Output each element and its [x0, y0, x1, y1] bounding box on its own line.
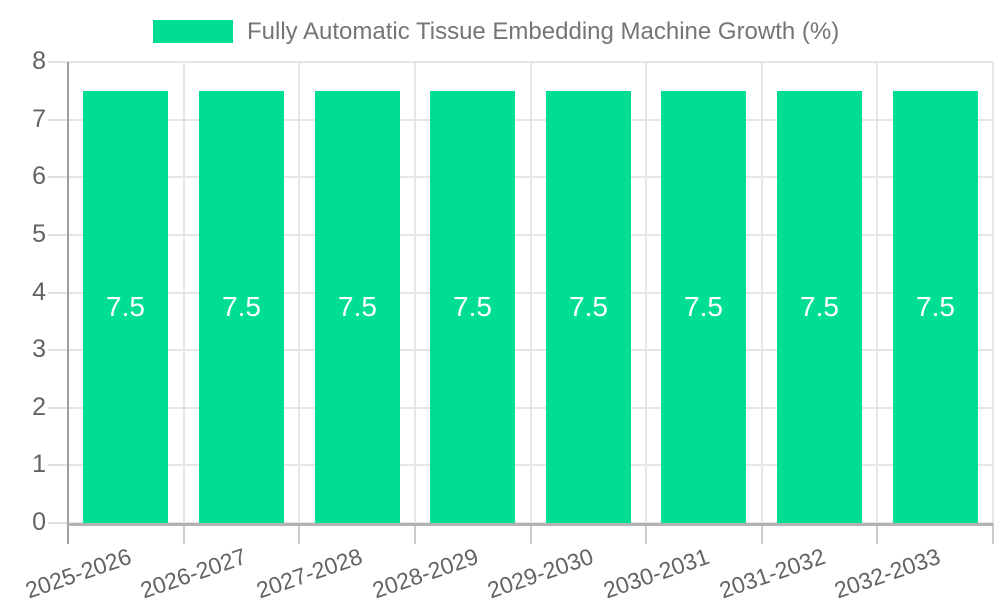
bar-value-label: 7.5: [916, 291, 955, 322]
x-axis-tick-label: 2031-2032: [715, 543, 829, 600]
y-axis-tick: [48, 407, 68, 409]
x-axis-tick: [414, 523, 416, 544]
x-axis-tick: [761, 523, 763, 544]
y-axis-tick-label: 4: [32, 278, 46, 306]
bar-value-label: 7.5: [338, 291, 377, 322]
bar[interactable]: [199, 91, 284, 523]
x-axis-tick-label: 2025-2026: [21, 543, 135, 600]
y-axis-tick-label: 5: [32, 220, 46, 248]
x-axis-tick-label: 2032-2033: [830, 543, 944, 600]
gridline-vertical: [414, 62, 416, 523]
x-axis-tick: [992, 523, 994, 544]
y-axis-tick: [48, 119, 68, 121]
y-axis-tick-label: 3: [32, 335, 46, 363]
x-axis-tick-label: 2027-2028: [252, 543, 366, 600]
gridline-vertical: [298, 62, 300, 523]
bar[interactable]: [83, 91, 168, 523]
x-axis-tick-label: 2030-2031: [599, 543, 713, 600]
bar-value-label: 7.5: [453, 291, 492, 322]
y-axis-tick: [48, 522, 68, 524]
y-axis-tick: [48, 349, 68, 351]
y-axis-tick: [48, 176, 68, 178]
x-axis-tick-label: 2026-2027: [136, 543, 250, 600]
y-axis-tick-label: 0: [32, 508, 46, 536]
y-axis-tick-label: 8: [32, 47, 46, 75]
x-axis-tick-label: 2028-2029: [368, 543, 482, 600]
bar-value-label: 7.5: [222, 291, 261, 322]
y-axis-line: [67, 62, 69, 544]
legend-label: Fully Automatic Tissue Embedding Machine…: [247, 17, 840, 45]
legend-swatch-icon: [153, 20, 233, 43]
y-axis-tick: [48, 61, 68, 63]
legend: Fully Automatic Tissue Embedding Machine…: [153, 17, 840, 45]
gridline-vertical: [530, 62, 532, 523]
bar[interactable]: [777, 91, 862, 523]
gridline-vertical: [876, 62, 878, 523]
x-axis-tick: [298, 523, 300, 544]
bar-value-label: 7.5: [106, 291, 145, 322]
x-axis-tick: [530, 523, 532, 544]
y-axis-tick: [48, 292, 68, 294]
y-axis-tick-label: 6: [32, 162, 46, 190]
x-axis-tick-label: 2029-2030: [483, 543, 597, 600]
y-axis-tick-label: 7: [32, 105, 46, 133]
x-axis-tick: [876, 523, 878, 544]
bar-value-label: 7.5: [800, 291, 839, 322]
bar-value-label: 7.5: [684, 291, 723, 322]
x-axis-tick: [183, 523, 185, 544]
gridline-vertical: [645, 62, 647, 523]
gridline-vertical: [992, 62, 994, 523]
x-axis-baseline: [68, 523, 993, 526]
bar[interactable]: [546, 91, 631, 523]
y-axis-tick-label: 2: [32, 393, 46, 421]
y-axis-tick: [48, 234, 68, 236]
bar[interactable]: [315, 91, 400, 523]
gridline-vertical: [183, 62, 185, 523]
gridline-vertical: [761, 62, 763, 523]
bar[interactable]: [661, 91, 746, 523]
bar[interactable]: [893, 91, 978, 523]
y-axis-tick: [48, 464, 68, 466]
y-axis-tick-label: 1: [32, 450, 46, 478]
x-axis-tick: [645, 523, 647, 544]
bar[interactable]: [430, 91, 515, 523]
bar-value-label: 7.5: [569, 291, 608, 322]
